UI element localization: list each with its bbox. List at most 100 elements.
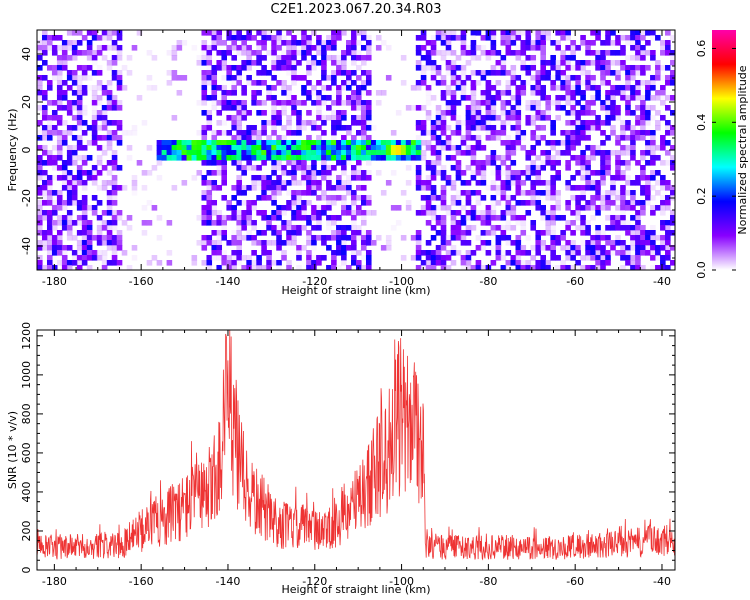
heatmap-cell [630,45,636,51]
heatmap-cell [590,265,596,270]
heatmap-cell [296,120,302,126]
heatmap-cell [46,215,53,221]
heatmap-cell [570,135,576,141]
heatmap-cell [321,75,327,81]
heatmap-cell [600,65,606,71]
heatmap-cell [505,175,512,181]
heatmap-cell [81,35,88,41]
heatmap-cell [385,140,392,146]
heatmap-cell [475,135,482,141]
heatmap-cell [41,145,48,151]
heatmap-cell [61,220,68,226]
heatmap-cell [266,185,272,191]
heatmap-cell [450,165,457,171]
heatmap-cell [550,235,556,241]
heatmap-cell [425,50,432,56]
heatmap-cell [121,85,128,91]
heatmap-cell [640,35,646,41]
heatmap-cell [81,200,88,206]
heatmap-cell [106,85,113,91]
heatmap-cell [216,30,223,36]
heatmap-cell [66,170,73,176]
heatmap-cell [241,90,247,96]
heatmap-cell [91,140,98,146]
heatmap-cell [276,160,282,166]
heatmap-cell [46,125,53,131]
heatmap-cell [311,170,317,176]
heatmap-cell [490,185,497,191]
heatmap-cell [605,35,611,41]
heatmap-cell [341,245,347,251]
heatmap-cell [291,50,297,56]
heatmap-cell [575,80,581,86]
heatmap-cell [610,185,616,191]
heatmap-cell [176,45,183,51]
heatmap-cell [81,120,88,126]
heatmap-cell [216,40,223,46]
heatmap-cell [535,40,542,46]
heatmap-cell [271,95,277,101]
heatmap-cell [216,145,223,151]
heatmap-cell [510,65,517,71]
heatmap-cell [480,70,487,76]
heatmap-cell [610,240,616,246]
heatmap-cell [321,45,327,51]
heatmap-cell [231,85,237,91]
heatmap-cell [600,100,606,106]
heatmap-cell [430,215,437,221]
heatmap-cell [211,155,218,161]
heatmap-cell [610,220,616,226]
heatmap-cell [271,50,277,56]
heatmap-cell [620,60,626,66]
heatmap-cell [151,85,158,91]
heatmap-cell [450,35,457,41]
heatmap-cell [276,190,282,196]
heatmap-cell [575,75,581,81]
heatmap-cell [575,170,581,176]
heatmap-cell [570,155,576,161]
heatmap-cell [61,60,68,66]
heatmap-cell [236,190,242,196]
heatmap-cell [555,190,561,196]
heatmap-cell [515,105,522,111]
heatmap-cell [415,150,422,156]
heatmap-cell [625,175,631,181]
heatmap-cell [665,230,671,236]
heatmap-cell [256,150,262,156]
heatmap-cell [625,220,631,226]
heatmap-cell [415,235,422,241]
heatmap-cell [545,140,551,146]
heatmap-cell [261,145,267,151]
heatmap-cell [66,200,73,206]
heatmap-cell [56,80,63,86]
heatmap-cell [71,235,78,241]
heatmap-cell [306,215,312,221]
heatmap-cell [575,115,581,121]
heatmap-cell [46,80,53,86]
heatmap-cell [81,240,88,246]
heatmap-cell [281,255,287,261]
heatmap-cell [665,140,671,146]
heatmap-cell [415,165,422,171]
heatmap-cell [236,245,242,251]
heatmap-cell [66,190,73,196]
heatmap-cell [640,70,646,76]
heatmap-cell [595,50,601,56]
heatmap-cell [66,70,73,76]
heatmap-cell [410,155,417,161]
heatmap-cell [206,190,213,196]
heatmap-cell [266,180,272,186]
heatmap-cell [610,90,616,96]
heatmap-cell [470,145,477,151]
heatmap-cell [41,125,48,131]
heatmap-cell [490,260,497,266]
heatmap-cell [605,30,611,36]
heatmap-cell [37,50,43,56]
heatmap-cell [410,145,417,151]
spectrogram-cells [37,30,675,270]
heatmap-cell [550,165,556,171]
heatmap-cell [226,70,232,76]
heatmap-cell [321,145,327,151]
heatmap-cell [201,260,208,266]
heatmap-cell [620,50,626,56]
